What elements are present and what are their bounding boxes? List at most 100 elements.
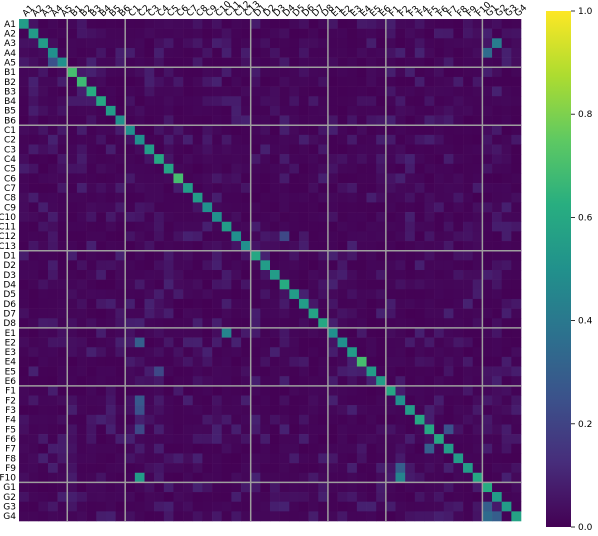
heatmap-cell: [492, 289, 502, 300]
heatmap-cell: [424, 173, 435, 184]
heatmap-cell: [356, 47, 367, 58]
heatmap-cell: [57, 250, 68, 261]
heatmap-cell: [221, 270, 232, 280]
heatmap-cell: [424, 298, 435, 309]
heatmap-cell: [260, 298, 271, 309]
heatmap-cell: [318, 192, 329, 203]
heatmap-cell: [125, 376, 136, 387]
heatmap-cell: [289, 76, 300, 87]
heatmap-cell: [28, 144, 39, 155]
heatmap-cell: [57, 38, 68, 49]
heatmap-cell: [105, 154, 116, 165]
heatmap-cell: [47, 241, 58, 251]
heatmap-cell: [443, 472, 454, 483]
heatmap-cell: [501, 298, 512, 309]
heatmap-cell: [482, 347, 493, 358]
heatmap-cell: [385, 86, 396, 97]
heatmap-cell: [318, 472, 329, 483]
heatmap-cell: [154, 434, 165, 445]
heatmap-cell: [327, 231, 338, 242]
heatmap-cell: [76, 250, 87, 261]
heatmap-cell: [183, 221, 194, 232]
heatmap-cell: [482, 356, 493, 367]
heatmap-cell: [38, 501, 49, 512]
heatmap-cell: [38, 144, 49, 155]
heatmap-cell: [105, 57, 116, 68]
heatmap-cell: [134, 395, 145, 406]
heatmap-cell: [28, 183, 39, 194]
heatmap-cell: [105, 511, 116, 522]
heatmap-cell: [105, 414, 116, 425]
heatmap-cell: [96, 443, 107, 454]
heatmap-cell: [86, 385, 97, 396]
y-tick-label: C6: [4, 174, 16, 184]
heatmap-cell: [405, 405, 416, 416]
heatmap-cell: [231, 482, 242, 493]
heatmap-cell: [279, 19, 290, 29]
heatmap-cell: [28, 308, 39, 319]
heatmap-cell: [463, 279, 474, 290]
y-tick-label: E4: [5, 358, 17, 368]
heatmap-cell: [511, 105, 522, 116]
heatmap-cell: [202, 424, 213, 435]
heatmap-cell: [434, 414, 445, 425]
heatmap-cell: [76, 134, 87, 145]
heatmap-cell: [405, 472, 416, 483]
heatmap-cell: [501, 443, 512, 454]
heatmap-cell: [482, 366, 493, 377]
heatmap-cell: [221, 405, 232, 416]
heatmap-cell: [28, 405, 39, 416]
heatmap-cell: [134, 202, 145, 213]
heatmap-cell: [347, 366, 358, 377]
heatmap-cell: [231, 289, 242, 300]
heatmap-cell: [318, 270, 329, 280]
y-tick-label: F7: [5, 445, 16, 455]
heatmap-cell: [270, 57, 280, 68]
heatmap-cell: [463, 192, 474, 203]
heatmap-cell: [76, 260, 87, 271]
heatmap-cell: [19, 434, 29, 445]
heatmap-cell: [279, 308, 290, 319]
heatmap-cell: [154, 231, 165, 242]
heatmap-cell: [241, 270, 251, 280]
heatmap-cell: [501, 337, 512, 348]
heatmap-cell: [347, 105, 358, 116]
heatmap-cell: [347, 38, 358, 49]
heatmap-cell: [453, 28, 464, 39]
heatmap-cell: [241, 154, 251, 165]
heatmap-cell: [38, 298, 49, 309]
heatmap-cell: [424, 154, 435, 165]
heatmap-cell: [38, 173, 49, 184]
heatmap-cell: [424, 105, 435, 116]
heatmap-cell: [250, 327, 261, 338]
heatmap-cell: [86, 511, 97, 522]
heatmap-cell: [115, 308, 126, 319]
heatmap-cell: [298, 163, 309, 174]
heatmap-cell: [250, 472, 261, 483]
heatmap-cell: [154, 492, 165, 502]
heatmap-cell: [19, 308, 29, 319]
heatmap-cell: [405, 337, 416, 348]
heatmap-cell: [482, 405, 493, 416]
heatmap-cell: [385, 443, 396, 454]
heatmap-cell: [47, 385, 58, 396]
heatmap-cell: [134, 260, 145, 271]
heatmap-cell: [212, 19, 223, 29]
heatmap-cell: [501, 482, 512, 493]
heatmap-cell: [472, 183, 483, 194]
heatmap-cell: [434, 482, 445, 493]
heatmap-cell: [405, 443, 416, 454]
heatmap-cell: [183, 202, 194, 213]
heatmap-cell: [298, 298, 309, 309]
heatmap-cell: [173, 482, 184, 493]
heatmap-cell: [279, 192, 290, 203]
heatmap-cell: [395, 115, 406, 126]
heatmap-cell: [76, 38, 87, 49]
heatmap-cell: [395, 279, 406, 290]
heatmap-cell: [511, 347, 522, 358]
heatmap-cell: [395, 260, 406, 271]
heatmap-cell: [212, 57, 223, 68]
heatmap-cell: [231, 212, 242, 223]
heatmap-cell: [501, 501, 512, 512]
heatmap-cell: [366, 453, 377, 464]
